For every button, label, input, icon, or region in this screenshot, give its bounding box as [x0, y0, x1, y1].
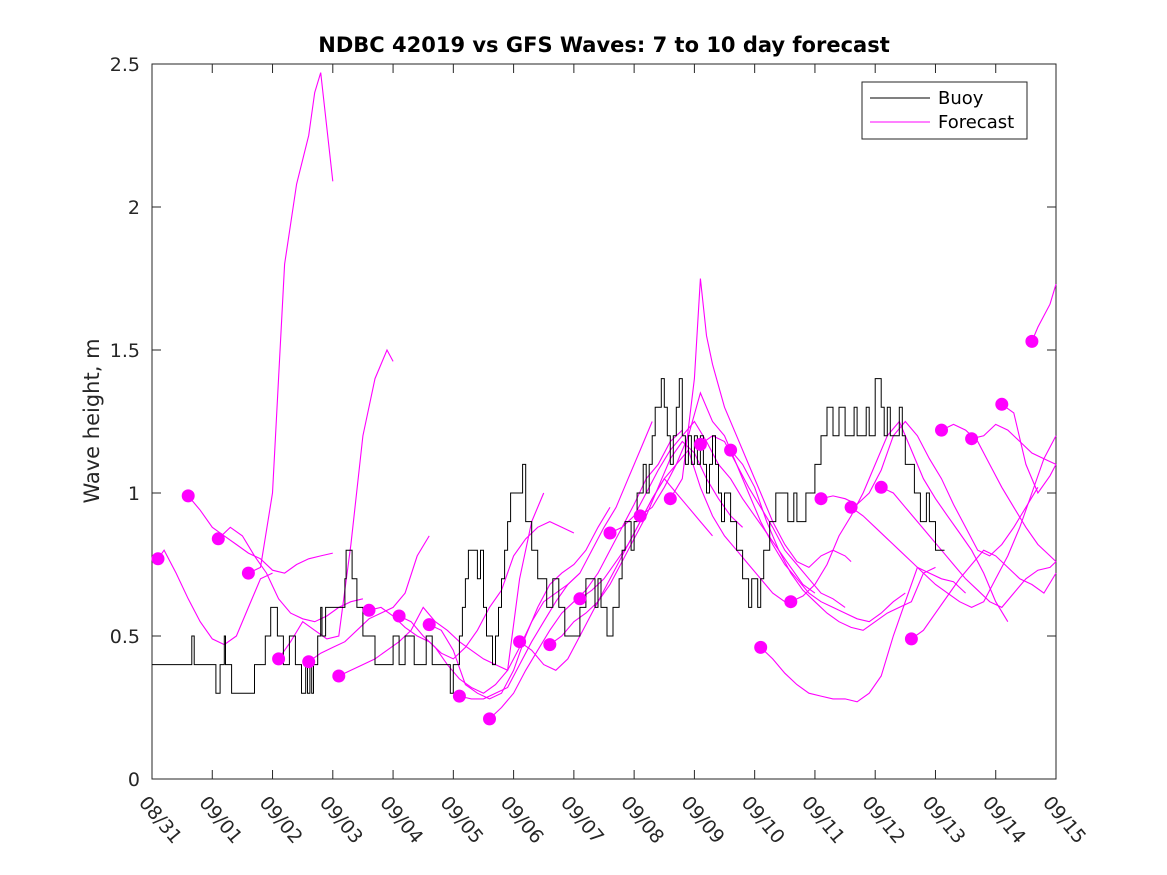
x-tick-label-4: 09/04: [375, 792, 427, 848]
forecast-marker-6: [332, 669, 346, 683]
y-tick-label-2: 1: [128, 483, 140, 505]
forecast-marker-28: [995, 397, 1009, 411]
legend-buoy-label: Buoy: [938, 88, 984, 109]
buoy-line: [152, 378, 945, 694]
forecast-line-22: [820, 420, 1039, 557]
forecast-line-27: [971, 423, 1057, 465]
y-tick-label-0: 0: [128, 769, 140, 791]
forecast-line-14: [579, 448, 786, 603]
forecast-line-5: [308, 535, 430, 663]
x-tick-label-13: 09/13: [918, 792, 970, 848]
forecast-marker-14: [573, 592, 587, 606]
forecast-line-1: [187, 495, 333, 574]
y-axis-ticks: 0 0.5 1 1.5 2 2.5: [110, 54, 1056, 791]
forecast-line-16: [639, 391, 846, 608]
x-tick-label-10: 09/10: [737, 792, 789, 848]
forecast-marker-12: [513, 635, 527, 649]
forecast-line-6: [338, 492, 545, 677]
y-tick-label-3: 1.5: [110, 340, 140, 362]
forecast-line-26: [941, 423, 1057, 562]
forecast-line-10: [459, 421, 653, 700]
forecast-line-25: [911, 549, 1057, 640]
x-tick-label-12: 09/12: [857, 792, 909, 848]
forecast-marker-21: [784, 595, 798, 609]
forecast-marker-15: [603, 526, 617, 540]
y-tick-label-5: 2.5: [110, 54, 140, 76]
plot-area: [151, 63, 1057, 780]
x-tick-label-8: 09/08: [616, 792, 668, 848]
forecast-line-9: [428, 507, 611, 700]
forecast-marker-20: [754, 640, 768, 654]
y-tick-label-1: 0.5: [110, 626, 140, 648]
x-tick-label-11: 09/11: [797, 792, 849, 848]
forecast-line-4: [278, 348, 394, 660]
forecast-marker-26: [935, 423, 948, 437]
forecast-marker-29: [1025, 334, 1039, 348]
forecast-marker-11: [483, 712, 496, 726]
x-tick-label-15: 09/15: [1038, 792, 1090, 848]
x-tick-label-3: 09/03: [315, 792, 367, 848]
forecast-marker-3: [241, 566, 255, 580]
chart-title: NDBC 42019 vs GFS Waves: 7 to 10 day for…: [318, 33, 889, 57]
x-tick-label-2: 09/02: [255, 792, 307, 848]
forecast-marker-1: [181, 489, 195, 503]
forecast-marker-16: [633, 509, 647, 523]
forecast-marker-27: [965, 432, 979, 446]
forecast-marker-22: [814, 492, 828, 506]
forecast-marker-8: [392, 609, 406, 623]
forecast-marker-4: [272, 652, 286, 666]
y-tick-label-4: 2: [128, 197, 140, 219]
legend: Buoy Forecast: [861, 81, 1028, 140]
x-tick-label-7: 09/07: [556, 792, 608, 848]
forecast-marker-7: [362, 603, 376, 617]
forecast-line-24: [880, 486, 1057, 609]
forecast-line-20: [760, 566, 966, 703]
forecast-marker-13: [543, 638, 557, 652]
forecast-line-19: [730, 449, 936, 631]
forecast-marker-0: [151, 552, 165, 566]
x-tick-label-14: 09/14: [978, 792, 1030, 848]
forecast-marker-9: [422, 618, 436, 632]
x-tick-label-1: 09/01: [194, 792, 246, 848]
legend-box: [861, 81, 1028, 140]
buoy-line-group: [152, 378, 945, 694]
forecast-marker-17: [663, 492, 677, 506]
y-axis-label: Wave height, m: [80, 338, 104, 503]
forecast-line-8: [398, 572, 581, 694]
forecast-line-0: [157, 549, 273, 646]
x-tick-label-0: 08/31: [134, 792, 186, 848]
forecast-line-7: [368, 520, 575, 660]
forecast-marker-25: [904, 632, 918, 646]
forecast-marker-19: [724, 443, 738, 457]
forecast-marker-2: [211, 532, 225, 546]
x-tick-label-6: 09/06: [496, 792, 548, 848]
x-tick-label-9: 09/09: [677, 792, 729, 848]
forecast-marker-18: [693, 437, 707, 451]
legend-forecast-label: Forecast: [938, 112, 1014, 133]
forecast-line-17: [669, 278, 852, 569]
forecast-line-12: [519, 477, 713, 671]
forecast-marker-10: [452, 689, 466, 703]
forecast-line-28: [1001, 403, 1057, 495]
forecast-marker-5: [302, 655, 316, 669]
forecast-marker-24: [874, 480, 888, 494]
forecast-markers: [151, 334, 1039, 726]
forecast-marker-23: [844, 500, 858, 514]
forecast-line-18: [700, 435, 906, 623]
forecast-line-3: [248, 72, 334, 574]
forecast-line-29: [1031, 284, 1057, 342]
x-tick-label-5: 09/05: [436, 792, 488, 848]
